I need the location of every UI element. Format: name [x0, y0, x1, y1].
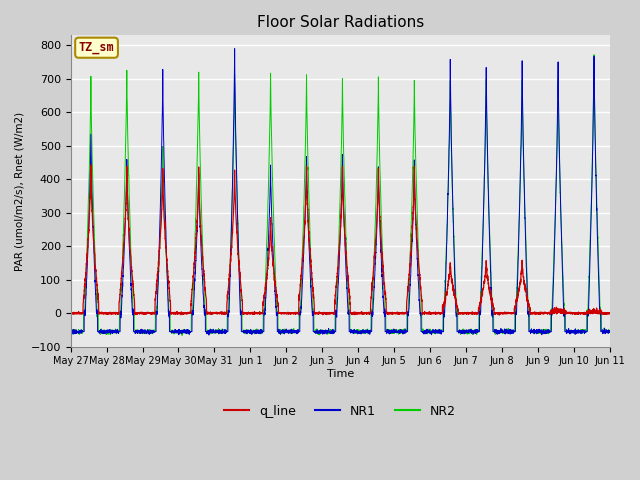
- q_line: [87, 162, 95, 168]
- NR1: [231, 46, 239, 51]
- Line: q_line: q_line: [70, 165, 610, 315]
- Line: NR1: NR1: [70, 48, 610, 335]
- NR2: [605, 329, 613, 335]
- q_line: [164, 268, 172, 274]
- NR1: [205, 332, 212, 338]
- q_line: [67, 310, 74, 316]
- X-axis label: Time: Time: [326, 369, 354, 379]
- Line: NR2: NR2: [70, 55, 610, 336]
- NR2: [431, 327, 439, 333]
- Text: TZ_sm: TZ_sm: [79, 41, 115, 54]
- NR1: [67, 327, 74, 333]
- q_line: [495, 312, 503, 318]
- q_line: [606, 310, 614, 316]
- q_line: [461, 310, 468, 316]
- Y-axis label: PAR (umol/m2/s), Rnet (W/m2): PAR (umol/m2/s), Rnet (W/m2): [15, 111, 25, 271]
- Title: Floor Solar Radiations: Floor Solar Radiations: [257, 15, 424, 30]
- NR2: [67, 331, 74, 336]
- NR1: [606, 329, 614, 335]
- Legend: q_line, NR1, NR2: q_line, NR1, NR2: [220, 400, 461, 423]
- q_line: [605, 311, 613, 317]
- NR2: [492, 328, 499, 334]
- NR2: [164, 282, 172, 288]
- NR1: [605, 328, 613, 334]
- q_line: [431, 311, 439, 317]
- NR1: [164, 284, 172, 290]
- NR2: [320, 330, 328, 336]
- NR2: [461, 327, 468, 333]
- NR1: [461, 330, 469, 336]
- NR2: [179, 333, 186, 338]
- NR2: [606, 329, 614, 335]
- NR1: [492, 329, 499, 335]
- NR1: [431, 327, 439, 333]
- q_line: [492, 311, 499, 317]
- NR2: [590, 52, 598, 58]
- q_line: [320, 311, 328, 316]
- NR1: [320, 329, 328, 335]
